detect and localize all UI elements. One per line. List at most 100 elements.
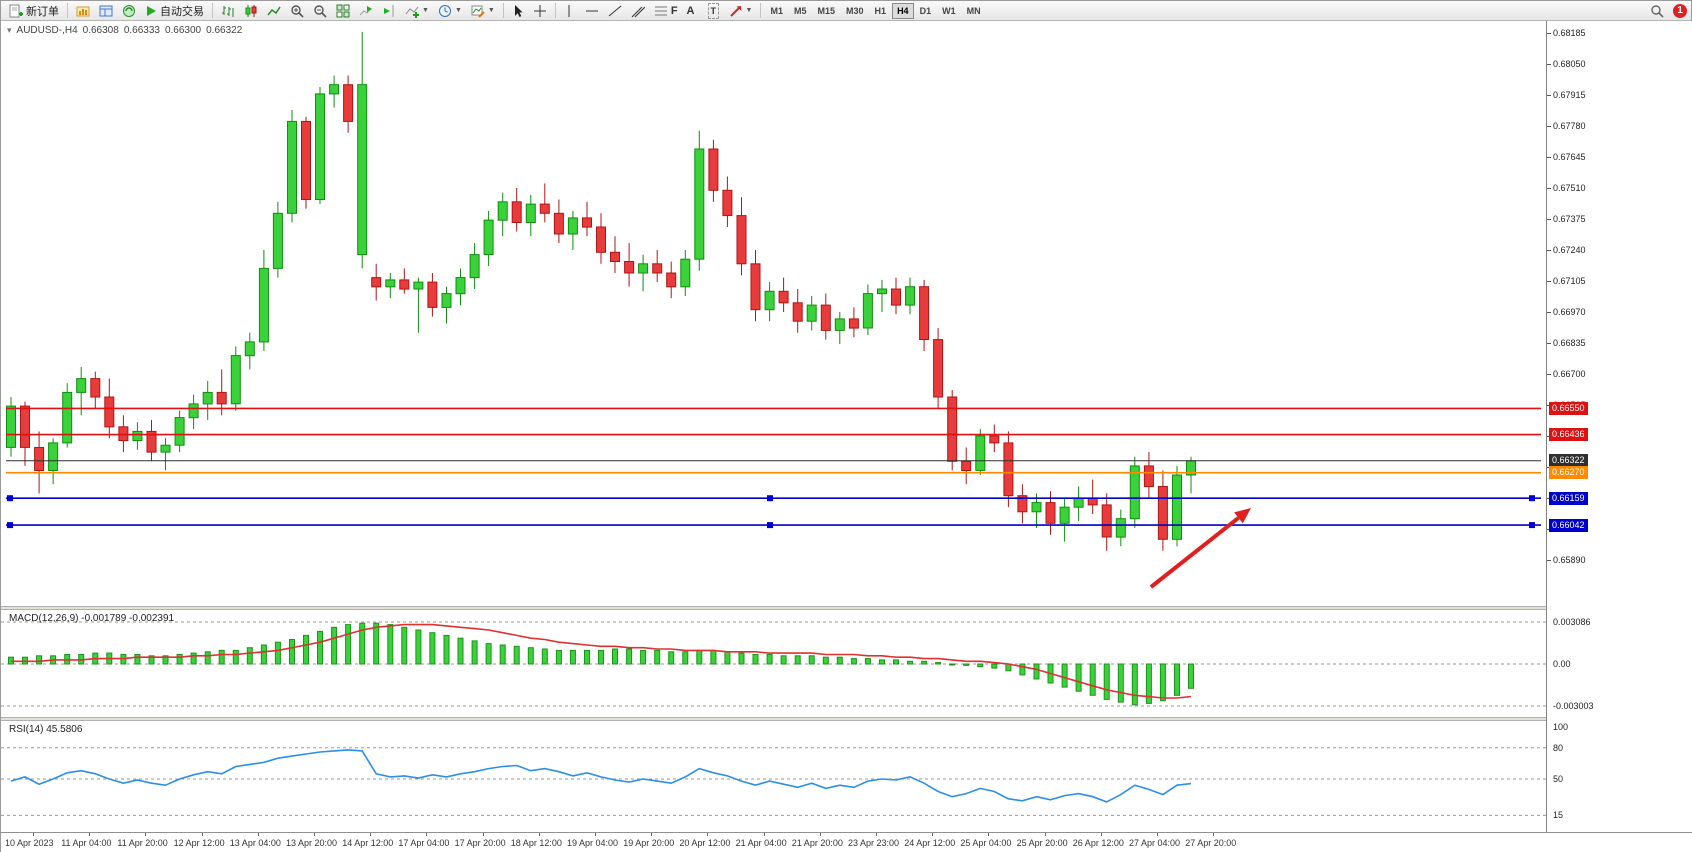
shapes-tool-button[interactable]: ▼ [725, 2, 757, 20]
dropdown-chevron-icon: ▼ [454, 7, 462, 14]
timeframe-button-h4[interactable]: H4 [892, 2, 914, 19]
rsi-canvas[interactable] [1, 721, 1546, 832]
navigator-icon [122, 4, 136, 18]
time-tick-mark [257, 833, 259, 836]
rsi-scale-label: 100 [1553, 722, 1569, 732]
price-level-badge: 0.66042 [1549, 518, 1588, 532]
chart-area: ▾ AUDUSD-,H4 0.66308 0.66333 0.66300 0.6… [1, 21, 1692, 852]
macd-canvas[interactable] [1, 610, 1546, 717]
timeframe-button-m1[interactable]: M1 [765, 3, 788, 19]
timeframe-button-d1[interactable]: D1 [915, 3, 937, 19]
toolbar-separator [212, 3, 213, 18]
auto-scroll-button[interactable] [355, 2, 377, 20]
time-axis-label: 26 Apr 12:00 [1072, 838, 1124, 848]
time-tick-mark [314, 833, 315, 836]
price-tick-mark [1547, 64, 1551, 65]
candlestick-chart-button[interactable] [240, 2, 262, 20]
new-order-button[interactable]: 新订单 [5, 2, 63, 20]
periods-icon [438, 4, 452, 18]
time-axis-label: 25 Apr 20:00 [1016, 838, 1068, 848]
price-tick-label: 0.67510 [1553, 183, 1586, 193]
time-axis-label: 27 Apr 04:00 [1129, 838, 1181, 848]
notification-badge[interactable]: 1 [1673, 3, 1687, 18]
line-handle[interactable] [767, 522, 773, 529]
new-order-label: 新订单 [26, 5, 59, 18]
periods-button[interactable]: ▼ [434, 2, 466, 20]
templates-button[interactable]: ▼ [467, 2, 499, 20]
timeframe-button-mn[interactable]: MN [962, 3, 986, 19]
timeframe-button-m30[interactable]: M30 [841, 3, 869, 19]
dropdown-chevron-icon: ▼ [487, 7, 495, 14]
zoom-in-icon [290, 4, 304, 18]
arrow-annotation-head[interactable] [1234, 508, 1251, 524]
price-chart-canvas[interactable] [1, 21, 1546, 606]
navigator-button[interactable] [118, 2, 140, 20]
price-tick-mark [1547, 343, 1551, 344]
tile-windows-button[interactable] [332, 2, 354, 20]
text-tool-icon: A [686, 4, 695, 17]
time-tick-mark [1213, 833, 1215, 836]
channel-tool-button[interactable] [627, 2, 649, 20]
search-button[interactable] [1646, 2, 1668, 20]
toolbar-separator [554, 3, 556, 18]
line-handle[interactable] [767, 495, 773, 502]
toolbar-separator [760, 3, 762, 18]
crosshair-icon [533, 4, 547, 18]
label-tool-button[interactable]: T [704, 2, 724, 20]
time-tick-mark [482, 833, 484, 836]
horizontal-line-tool-button[interactable] [581, 2, 603, 20]
rsi-value: 45.5806 [46, 724, 83, 735]
auto-trading-button[interactable]: 自动交易 [141, 2, 208, 20]
market-watch-button[interactable] [72, 2, 94, 20]
time-axis[interactable]: 10 Apr 2023 11 Apr 04:00 11 Apr 20:00 12 Ap… [1, 832, 1692, 852]
cursor-button[interactable] [508, 2, 528, 20]
auto-scroll-icon [359, 4, 373, 18]
macd-scale-label: -0.003003 [1553, 701, 1594, 711]
arrow-annotation[interactable] [1149, 516, 1240, 589]
time-axis-label: 11 Apr 20:00 [117, 838, 168, 848]
timeframe-button-w1[interactable]: W1 [937, 3, 961, 19]
macd-scale-label: 0.003086 [1553, 617, 1591, 627]
price-tick-label: 0.65890 [1553, 555, 1586, 565]
main-toolbar: 新订单 自动交易 ▼ ▼ ▼ F A T ▼ M1 M5 M15 [1, 1, 1691, 21]
collapse-chart-icon[interactable]: ▾ [7, 25, 12, 35]
auto-trading-label: 自动交易 [160, 5, 204, 18]
panel-divider[interactable] [1, 606, 1692, 610]
zoom-in-button[interactable] [286, 2, 308, 20]
line-chart-button[interactable] [263, 2, 285, 20]
text-tool-button[interactable]: A [683, 2, 703, 20]
indicators-button[interactable]: ▼ [401, 2, 433, 20]
macd-name: MACD(12,26,9) [9, 613, 79, 624]
zoom-out-button[interactable] [309, 2, 331, 20]
zoom-out-icon [313, 4, 327, 18]
timeframe-button-h1[interactable]: H1 [870, 3, 892, 19]
time-axis-label: 27 Apr 20:00 [1185, 838, 1237, 848]
bar-chart-button[interactable] [217, 2, 239, 20]
fibonacci-tool-button[interactable]: F [650, 2, 682, 20]
time-tick-mark [1100, 833, 1102, 836]
time-axis-label: 12 Apr 12:00 [173, 838, 225, 848]
price-level-badge: 0.66322 [1549, 454, 1588, 468]
price-tick-label: 0.67780 [1553, 121, 1586, 131]
timeframe-toolbar: M1 M5 M15 M30 H1 H4 D1 W1 MN [765, 2, 986, 19]
open-value: 0.66308 [82, 25, 119, 36]
line-handle[interactable] [1529, 495, 1535, 502]
time-axis-label: 13 Apr 04:00 [229, 838, 281, 848]
line-handle[interactable] [7, 522, 13, 529]
time-tick-mark [1157, 833, 1158, 836]
line-handle[interactable] [7, 495, 13, 502]
chart-shift-button[interactable] [378, 2, 400, 20]
timeframe-button-m5[interactable]: M5 [789, 3, 812, 19]
crosshair-button[interactable] [529, 2, 551, 20]
time-tick-mark [763, 833, 765, 836]
line-handle[interactable] [1529, 522, 1535, 529]
panel-divider[interactable] [1, 717, 1692, 721]
price-axis[interactable]: 0.68185 0.68050 0.67915 0.67780 0.67645 0.675… [1546, 21, 1692, 832]
vertical-line-tool-button[interactable] [560, 2, 580, 20]
data-window-button[interactable] [95, 2, 117, 20]
templates-icon [471, 4, 485, 18]
time-tick-mark [932, 833, 934, 836]
price-tick-label: 0.66970 [1553, 307, 1586, 317]
trendline-tool-button[interactable] [604, 2, 626, 20]
timeframe-button-m15[interactable]: M15 [813, 3, 841, 19]
